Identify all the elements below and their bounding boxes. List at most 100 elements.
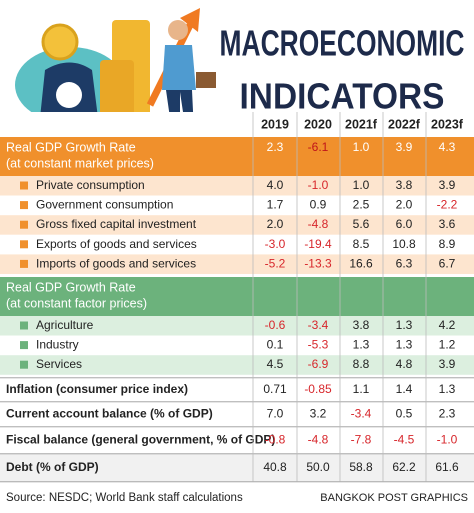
row-marker [20,220,28,229]
row-marker [20,259,28,268]
cell-value: -4.5 [394,432,415,446]
coin [41,23,79,61]
cell-value: 5.6 [353,217,370,231]
cell-value: 2.0 [396,198,413,212]
cell-value: -19.4 [304,237,332,251]
cell-value: 58.8 [349,460,373,474]
cell-value: 6.7 [439,256,456,270]
arrow-head [180,8,200,32]
section-band [0,137,474,176]
cell-value: -0.6 [265,318,286,332]
cell-value: 3.9 [439,357,456,371]
row-label: Gross fixed capital investment [36,217,197,231]
cell-value: 3.9 [396,140,413,154]
person-head [168,20,188,40]
section-label: Real GDP Growth Rate [6,140,136,154]
cell-value: 16.6 [349,256,373,270]
cell-value: 2.3 [439,406,456,420]
row-bg [0,254,474,274]
credit: BANGKOK POST GRAPHICS [320,492,468,504]
cell-value: 1.0 [353,178,370,192]
section-label: Real GDP Growth Rate [6,280,136,294]
cell-value: 4.5 [267,357,284,371]
column-header: 2023f [431,117,464,131]
person-body [162,45,196,90]
cell-value: 3.6 [439,217,456,231]
briefcase [196,72,216,88]
row-bg [0,215,474,235]
cell-value: 1.3 [396,338,413,352]
cell-value: 8.8 [353,357,370,371]
cell-value: 3.9 [439,178,456,192]
cell-value: -7.8 [351,432,372,446]
cell-value: -3.0 [265,237,286,251]
cell-value: 0.5 [396,406,413,420]
cell-value: -5.2 [265,256,286,270]
cell-value: 2.5 [353,198,370,212]
cell-value: 0.9 [310,198,327,212]
cell-value: 0.1 [267,338,284,352]
column-header: 2022f [388,117,421,131]
cell-value: 4.8 [396,357,413,371]
cell-value: 7.0 [267,406,284,420]
cell-value: 1.2 [439,338,456,352]
row-marker [20,360,28,369]
cell-value: -0.85 [304,382,332,396]
cell-value: 50.0 [306,460,330,474]
cell-value: -6.1 [308,140,329,154]
cell-value: 1.1 [353,382,370,396]
cell-value: -1.0 [308,178,329,192]
title: INDICATORS [240,76,445,117]
row-bg [0,426,474,454]
cell-value: 1.7 [267,198,284,212]
cell-value: 1.3 [396,318,413,332]
cell-value: -3.4 [308,318,329,332]
cell-value: 61.6 [435,460,459,474]
row-label: Industry [36,338,79,352]
source: Source: NESDC; World Bank staff calculat… [6,492,243,504]
column-header: 2021f [345,117,378,131]
cell-value: -1.0 [437,432,458,446]
cell-value: 62.2 [392,460,416,474]
cell-value: -13.3 [304,256,332,270]
row-bg [0,176,474,196]
cell-value: 3.8 [353,318,370,332]
cell-value: 1.0 [353,140,370,154]
column-header: 2019 [261,117,289,131]
cell-value: 6.3 [396,256,413,270]
cell-value: 8.9 [439,237,456,251]
row-bg [0,453,474,482]
cell-value: -2.2 [437,198,458,212]
illustration [15,8,216,135]
row-bg [0,234,474,255]
cell-value: 2.0 [267,217,284,231]
section-label: (at constant factor prices) [6,296,147,310]
row-marker [20,240,28,249]
cell-value: 6.0 [396,217,413,231]
row-bg [0,316,474,336]
row-label: Exports of goods and services [36,237,197,251]
cell-value: 1.3 [439,382,456,396]
bag-label [56,82,82,108]
row-bg [0,377,474,402]
cell-value: -6.9 [308,357,329,371]
cell-value: -5.3 [308,338,329,352]
cell-value: 40.8 [263,460,287,474]
table: 2019 2020 2021f 2022f 2023f Real GDP Growth R… [0,112,474,483]
header-row [0,112,474,137]
row-label: Imports of goods and services [36,256,196,270]
row-label: Government consumption [36,198,173,212]
cell-value: -4.8 [308,217,329,231]
cell-value: -0.8 [265,432,286,446]
cell-value: 10.8 [392,237,416,251]
cell-value: 0.71 [263,382,287,396]
row-bg [0,401,474,427]
cell-value: 8.5 [353,237,370,251]
title: MACROECONOMIC [220,23,465,64]
row-bg [0,355,474,375]
section-label: (at constant market prices) [6,156,154,170]
cell-value: -3.4 [351,406,372,420]
cell-value: 4.3 [439,140,456,154]
row-marker [20,181,28,190]
